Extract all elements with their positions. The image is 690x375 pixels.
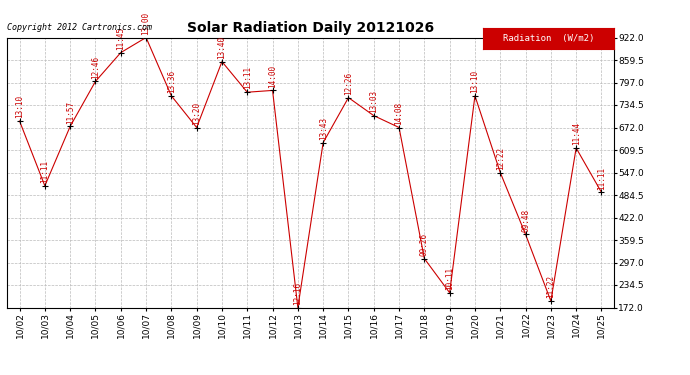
- Text: 12:16: 12:16: [293, 282, 302, 305]
- Text: 11:44: 11:44: [571, 122, 581, 145]
- Title: Solar Radiation Daily 20121026: Solar Radiation Daily 20121026: [187, 21, 434, 35]
- Text: 13:40: 13:40: [217, 36, 226, 59]
- Text: 14:08: 14:08: [395, 102, 404, 125]
- Text: 10:11: 10:11: [445, 267, 454, 290]
- Text: 13:20: 13:20: [192, 102, 201, 125]
- Text: 12:46: 12:46: [91, 56, 100, 79]
- Text: 12:26: 12:26: [344, 72, 353, 95]
- Text: 09:48: 09:48: [521, 209, 530, 232]
- Text: 14:00: 14:00: [268, 64, 277, 88]
- Text: 11:11: 11:11: [40, 160, 50, 183]
- Text: 13:10: 13:10: [15, 95, 24, 118]
- Text: 13:00: 13:00: [141, 12, 150, 35]
- Text: Radiation  (W/m2): Radiation (W/m2): [503, 34, 594, 43]
- Text: 13:03: 13:03: [369, 90, 378, 113]
- Text: 11:22: 11:22: [546, 275, 555, 298]
- Text: 13:36: 13:36: [167, 70, 176, 93]
- Text: 12:22: 12:22: [495, 147, 505, 170]
- Text: 11:57: 11:57: [66, 100, 75, 124]
- Text: Copyright 2012 Cartronics.com: Copyright 2012 Cartronics.com: [7, 23, 152, 32]
- Text: 13:11: 13:11: [243, 66, 252, 90]
- Text: 09:26: 09:26: [420, 232, 429, 256]
- Text: 13:10: 13:10: [471, 70, 480, 93]
- Text: 13:43: 13:43: [319, 117, 328, 140]
- Text: 11:45: 11:45: [116, 27, 126, 50]
- Text: 11:11: 11:11: [597, 166, 606, 189]
